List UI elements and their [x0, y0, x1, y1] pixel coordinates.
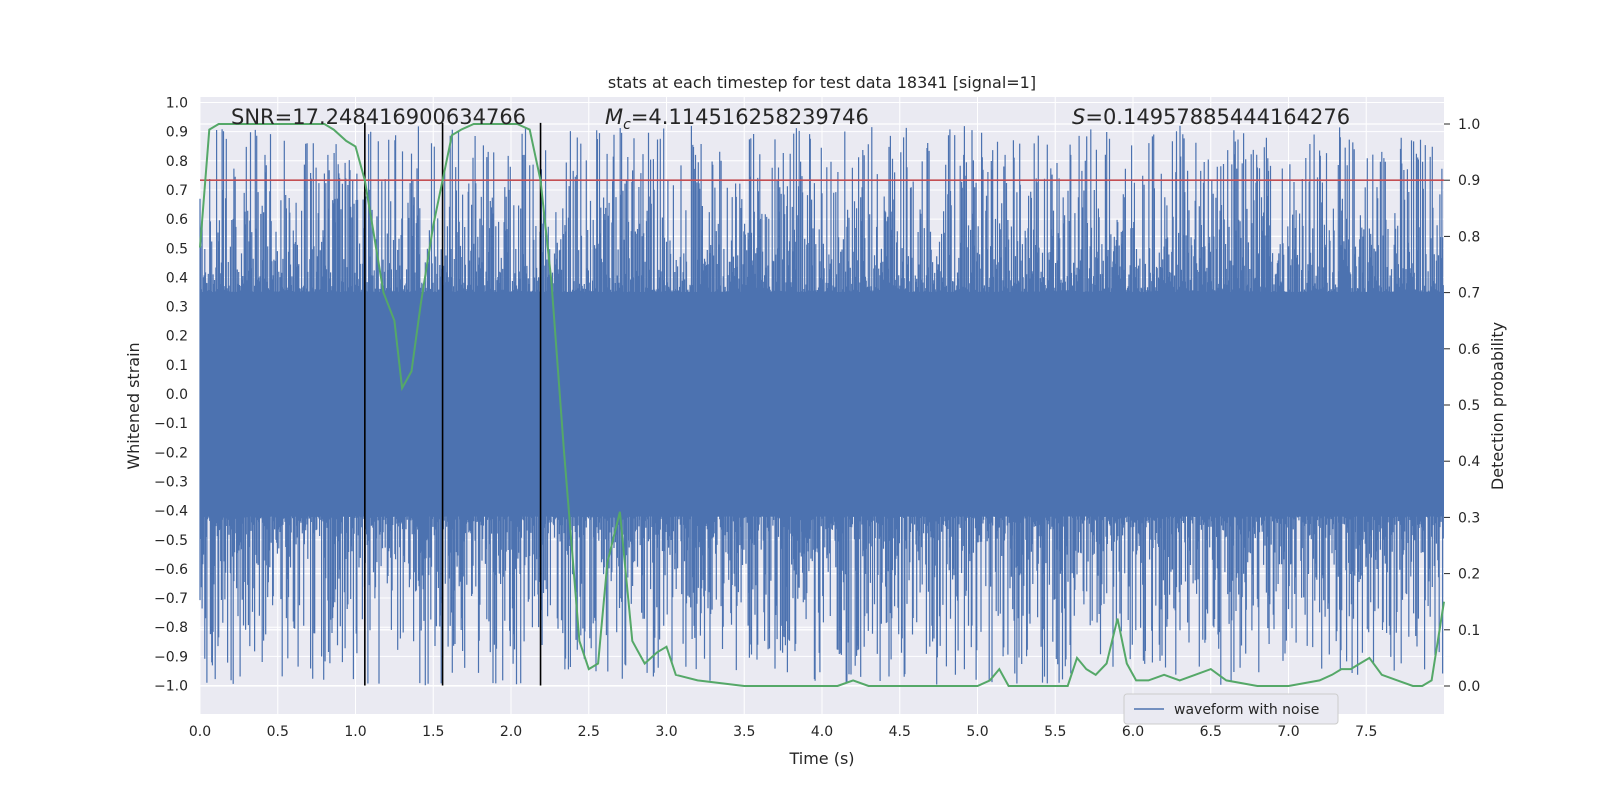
left-y-tick-label: 0.8	[166, 154, 188, 170]
x-tick-label: 7.0	[1277, 724, 1299, 740]
x-tick-label: 2.0	[500, 724, 522, 740]
x-axis-label: Time (s)	[788, 749, 854, 768]
right-y-tick-label: 0.3	[1458, 510, 1480, 526]
right-y-tick-label: 0.0	[1458, 679, 1480, 695]
x-axis-ticks: 0.0 0.5 1.0 1.5 2.0 2.5 3.0 3.5 4.0 4.5 5.0 5.5 6.0 6…	[189, 724, 1378, 740]
mc-symbol: M	[605, 105, 623, 129]
left-y-tick-label: −0.2	[154, 445, 188, 461]
s-value: =0.14957885444164276	[1085, 105, 1350, 129]
legend-label-waveform: waveform with noise	[1174, 702, 1319, 718]
left-y-tick-label: −0.1	[154, 416, 188, 432]
right-y-tick-label: 0.4	[1458, 454, 1480, 470]
left-y-tick-label: 0.6	[166, 212, 188, 228]
right-y-tick-label: 0.6	[1458, 342, 1480, 358]
left-y-tick-label: 0.1	[166, 358, 188, 374]
chart-title: stats at each timestep for test data 183…	[608, 73, 1036, 92]
x-tick-label: 4.0	[811, 724, 833, 740]
left-y-tick-label: −0.7	[154, 591, 188, 607]
legend: waveform with noise	[1123, 693, 1339, 725]
x-tick-label: 3.0	[655, 724, 677, 740]
chirp-mass-annotation: Mc=4.114516258239746	[605, 105, 869, 133]
vertical-markers	[364, 122, 542, 686]
left-y-tick-label: 0.7	[166, 183, 188, 199]
left-y-tick-label: −1.0	[154, 679, 188, 695]
s-symbol: S	[1072, 105, 1085, 129]
left-y-tick-label: 1.0	[166, 96, 188, 112]
waveform-series	[199, 125, 1444, 686]
snr-prefix: SNR=	[231, 105, 292, 129]
left-y-axis-label: Whitened strain	[124, 342, 143, 469]
left-y-tick-label: −0.6	[154, 562, 188, 578]
x-tick-label: 0.0	[189, 724, 211, 740]
right-y-axis-label: Detection probability	[1488, 322, 1507, 490]
left-y-tick-label: 0.5	[166, 241, 188, 257]
x-tick-label: 3.5	[733, 724, 755, 740]
right-y-tick-label: 0.2	[1458, 567, 1480, 583]
waveform-core	[200, 291, 1444, 517]
left-y-tick-label: −0.4	[154, 504, 188, 520]
x-tick-label: 6.5	[1200, 724, 1222, 740]
mc-value: =4.114516258239746	[631, 105, 869, 129]
left-y-tick-label: −0.9	[154, 649, 188, 665]
x-tick-label: 0.5	[267, 724, 289, 740]
legend-box	[1123, 693, 1339, 725]
left-y-tick-label: 0.0	[166, 387, 188, 403]
x-tick-label: 5.0	[966, 724, 988, 740]
left-y-tick-label: −0.5	[154, 533, 188, 549]
left-y-axis-ticks: 1.0 0.9 0.8 0.7 0.6 0.5 0.4 0.3 0.2 0.1 0.0 −0.1 −0.…	[154, 96, 188, 695]
left-y-tick-label: 0.3	[166, 300, 188, 316]
right-y-tick-label: 0.8	[1458, 229, 1480, 245]
right-y-tick-label: 0.9	[1458, 173, 1480, 189]
left-y-tick-label: −0.3	[154, 474, 188, 490]
snr-annotation: SNR=17.248416900634766	[231, 105, 526, 129]
left-y-tick-label: 0.2	[166, 329, 188, 345]
right-y-tick-label: 0.7	[1458, 286, 1480, 302]
mc-subscript: c	[623, 117, 631, 133]
x-tick-label: 2.5	[578, 724, 600, 740]
right-y-tick-label: 0.1	[1458, 623, 1480, 639]
right-y-tick-label: 0.5	[1458, 398, 1480, 414]
probability-series	[199, 123, 1445, 687]
right-y-axis-ticks: 1.0 0.9 0.8 0.7 0.6 0.5 0.4 0.3 0.2 0.1 0.0	[1444, 117, 1480, 695]
x-tick-label: 6.0	[1122, 724, 1144, 740]
probability-line	[199, 123, 1445, 687]
left-y-tick-label: −0.8	[154, 620, 188, 636]
x-tick-label: 5.5	[1044, 724, 1066, 740]
s-annotation: S=0.14957885444164276	[1072, 105, 1350, 129]
x-tick-label: 7.5	[1355, 724, 1377, 740]
right-y-tick-label: 1.0	[1458, 117, 1480, 133]
x-tick-label: 1.0	[344, 724, 366, 740]
x-tick-label: 1.5	[422, 724, 444, 740]
left-y-tick-label: 0.4	[166, 270, 188, 286]
x-tick-label: 4.5	[889, 724, 911, 740]
left-y-tick-label: 0.9	[166, 125, 188, 141]
snr-value: 17.248416900634766	[292, 105, 526, 129]
